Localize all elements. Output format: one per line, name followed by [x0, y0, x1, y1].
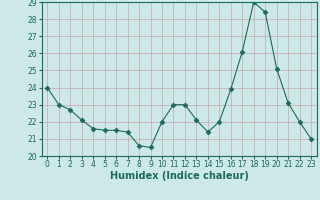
X-axis label: Humidex (Indice chaleur): Humidex (Indice chaleur) — [110, 171, 249, 181]
